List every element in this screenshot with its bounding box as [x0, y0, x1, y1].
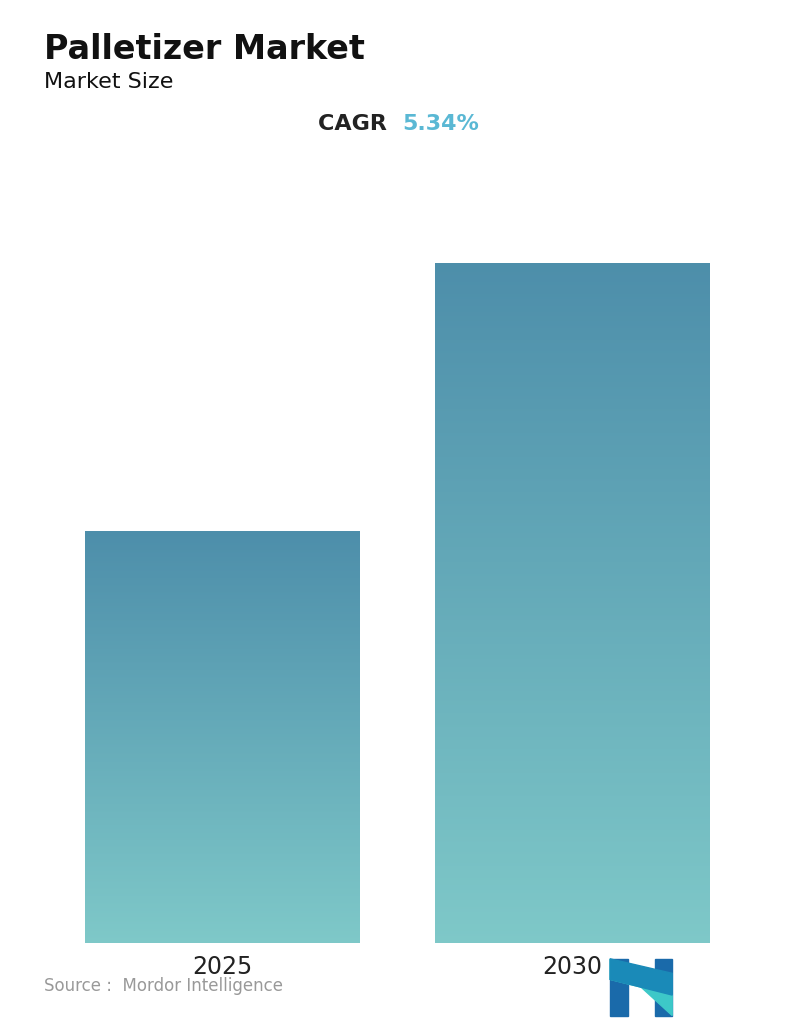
Text: Market Size: Market Size — [44, 72, 174, 92]
Text: 2025: 2025 — [193, 955, 252, 979]
Text: 2030: 2030 — [543, 955, 603, 979]
Text: 5.34%: 5.34% — [402, 114, 479, 133]
Polygon shape — [611, 959, 673, 1015]
Polygon shape — [654, 959, 673, 1015]
Text: Palletizer Market: Palletizer Market — [44, 33, 365, 66]
Polygon shape — [611, 959, 673, 995]
Polygon shape — [611, 959, 628, 1015]
Text: CAGR: CAGR — [318, 114, 395, 133]
Text: Source :  Mordor Intelligence: Source : Mordor Intelligence — [44, 977, 283, 995]
